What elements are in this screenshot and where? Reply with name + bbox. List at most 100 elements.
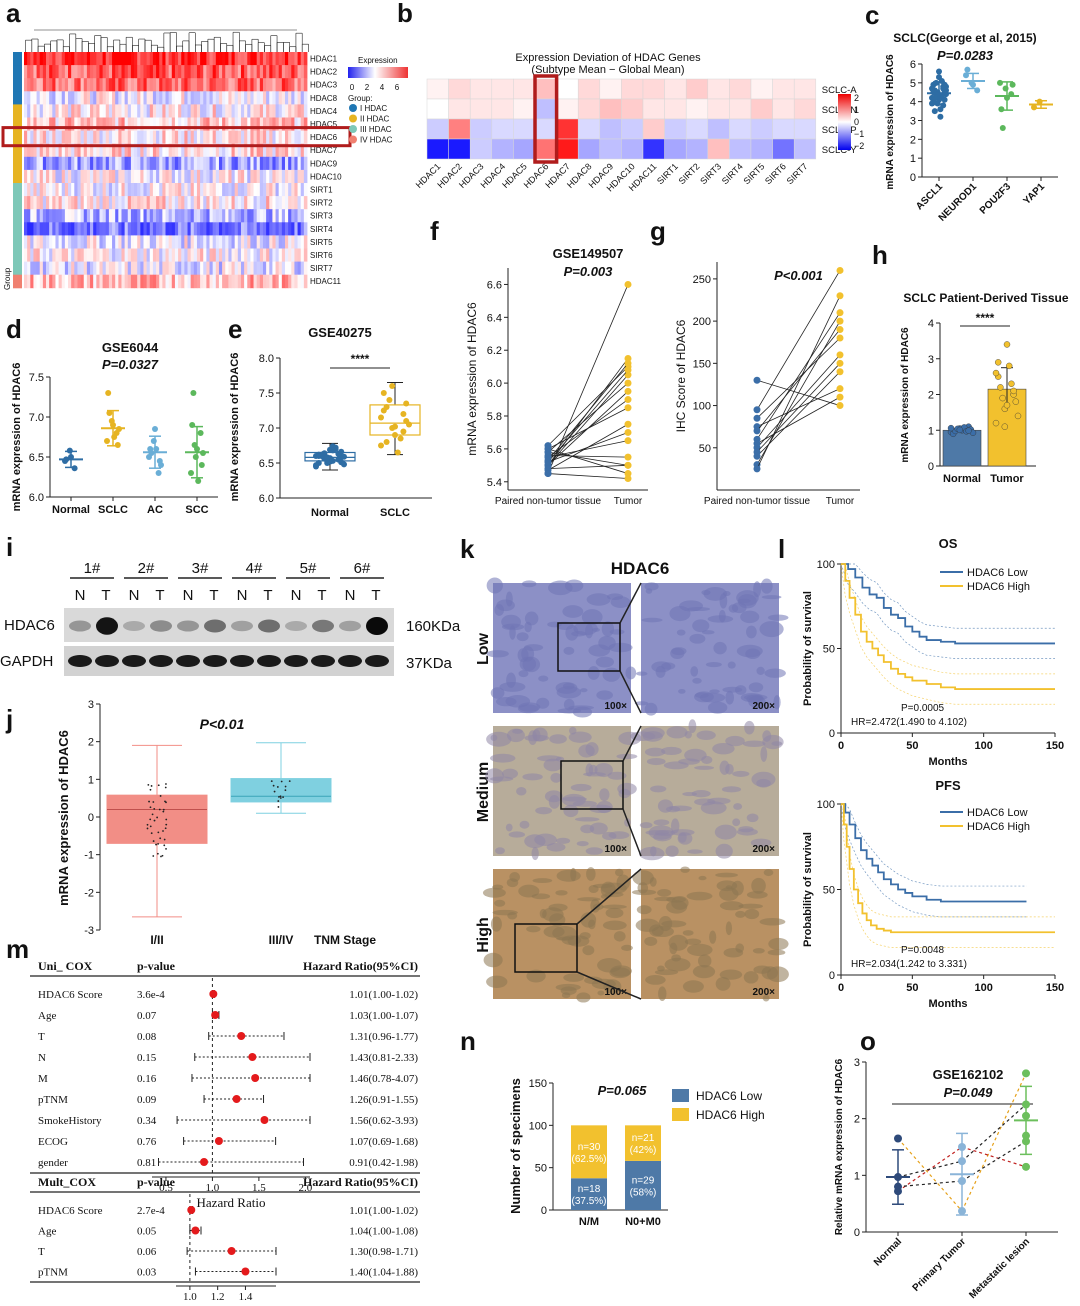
heatmap-cell [193,196,198,210]
heatmap-cell [181,156,185,171]
heatmap-cell [240,52,245,66]
blot-band [96,617,118,635]
x-tick-label: 0 [838,982,844,994]
heatmap-cell [90,209,94,223]
y-axis-label: Probability of survival [802,591,814,706]
data-point [964,66,971,73]
heatmap-cell [39,130,44,145]
heatmap-cell [105,261,110,276]
tissue-texture [632,870,654,886]
sample-label: 6# [354,560,371,577]
heatmap-cell [222,248,226,262]
group-color-bar [13,222,22,236]
heatmap-cell [225,104,229,118]
hr-point [227,1247,236,1255]
heatmap-cell [33,183,37,197]
tissue-texture [571,631,587,637]
heatmap-cell [259,248,264,262]
tissue-texture [483,952,503,968]
heatmap-cell [291,156,295,171]
heatmap-cell [156,78,160,92]
heatmap-cell [231,156,236,171]
heatmap-cell [300,130,305,145]
heatmap-cell [222,143,226,158]
heatmap-cell [203,104,207,118]
heatmap-cell [77,130,81,145]
heatmap-cell [244,183,248,197]
normal-point [753,406,761,414]
tissue-texture [694,798,716,806]
heatmap-cell [152,196,157,210]
heatmap-cell [234,104,239,118]
tissue-texture [715,872,738,878]
heatmap-cell [284,117,289,131]
heatmap-cell [297,78,302,92]
heatmap-cell [90,235,94,249]
heatmap-cell [193,143,198,158]
heatmap-cell [130,130,135,145]
heatmap-cell [61,130,66,145]
heatmap-cell [256,222,261,236]
deviation-cell [772,118,795,140]
normal-point [753,376,761,384]
row-label: HDAC6 Score [38,1205,103,1217]
heatmap-cell [52,209,56,223]
heatmap-cell [288,183,292,197]
group-color-bar [13,65,22,79]
heatmap-cell [253,261,258,276]
tumor-point [836,351,844,359]
lane-label: N [291,587,302,604]
tumor-point [836,368,844,376]
hr-point [209,990,218,998]
heatmap-cell [49,274,53,289]
heatmap-cell [64,117,69,131]
heatmap-cell [71,130,75,145]
p-value: P=0.0005 [901,703,945,714]
heatmap-cell [225,261,229,276]
data-point [164,827,167,830]
hr-value: 1.56(0.62-3.93) [349,1115,418,1127]
heatmap-cell [178,117,182,131]
data-point [149,818,152,821]
heatmap-cell [64,52,69,66]
heatmap-cell [99,248,104,262]
heatmap-cell [146,261,151,276]
heatmap-cell [171,117,176,131]
heatmap-cell [64,91,69,105]
heatmap-cell [140,248,144,262]
km-ci-band [841,803,1027,887]
heatmap-cell [118,130,122,145]
heatmap-cell [27,261,31,276]
heatmap-cell [130,169,135,184]
heatmap-cell [112,169,116,184]
tissue-texture [609,967,631,979]
heatmap-cell [30,261,34,276]
km-curve [841,803,1055,934]
heatmap-cell [64,169,69,184]
blot-strip-hdac6 [64,608,394,642]
tissue-texture [744,908,760,920]
heatmap-cell [99,196,104,210]
heatmap-cell [215,196,220,210]
data-point [279,795,282,798]
heatmap-cell [58,209,63,223]
panel-h-y-tick-label: 3 [928,354,934,366]
heatmap-cell [149,235,154,249]
x-tick-label: 1.0 [183,1291,197,1303]
heatmap-cell [174,274,179,289]
panel-o-y-tick-label: 1 [854,1170,860,1182]
heatmap-cell [146,235,151,249]
heatmap-cell [99,117,104,131]
heatmap-cell [187,91,192,105]
deviation-cell [469,98,493,120]
tissue-texture [495,697,517,707]
tissue-texture [715,977,731,991]
paired-line [897,1160,963,1178]
lane-label: T [263,587,272,604]
heatmap-cell [80,261,85,276]
panel-j-y-tick-label: -2 [84,887,94,899]
data-point [155,470,162,476]
heatmap-cell [124,222,129,236]
heatmap-cell [303,222,308,236]
tissue-texture [584,976,603,985]
